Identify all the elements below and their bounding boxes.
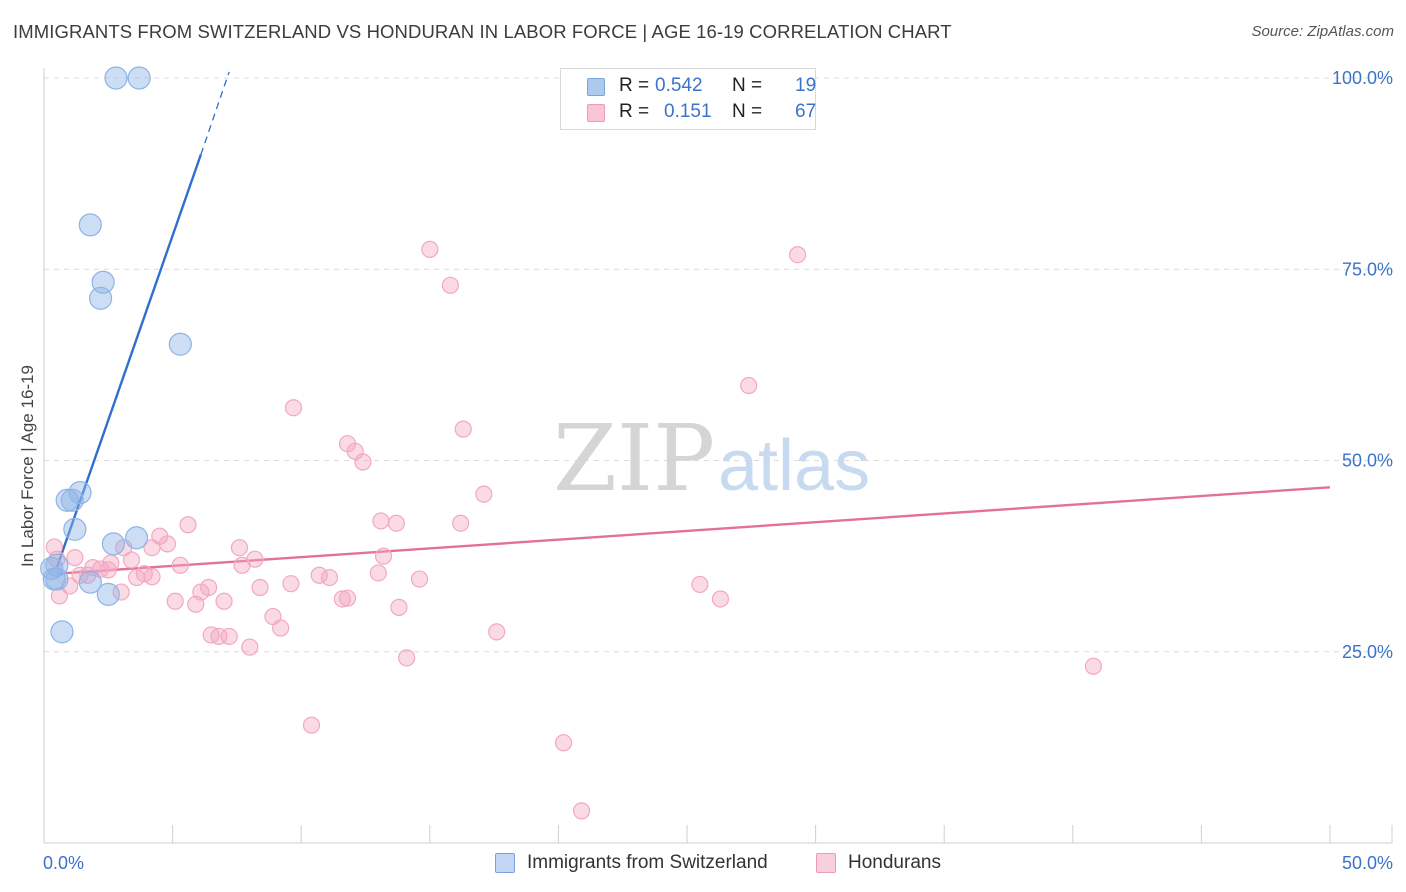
point-hondurans[interactable] bbox=[452, 514, 470, 532]
legend-swatch-switzerland bbox=[587, 78, 605, 96]
legend-n-value: 67 bbox=[795, 101, 817, 122]
point-switzerland[interactable] bbox=[168, 332, 192, 356]
point-switzerland[interactable] bbox=[50, 620, 74, 644]
trend-lines bbox=[55, 71, 1331, 575]
point-switzerland[interactable] bbox=[88, 286, 113, 310]
trend-line-hondurans bbox=[56, 486, 1331, 575]
y-axis-label: In Labor Force | Age 16-19 bbox=[18, 365, 37, 567]
point-hondurans[interactable] bbox=[310, 566, 328, 584]
point-hondurans[interactable] bbox=[284, 399, 303, 417]
point-hondurans[interactable] bbox=[143, 539, 161, 557]
legend-n-label: N = bbox=[732, 75, 763, 96]
x-tick-label: 50.0% bbox=[1342, 853, 1393, 873]
point-hondurans[interactable] bbox=[475, 485, 493, 503]
point-switzerland[interactable] bbox=[96, 582, 120, 606]
point-hondurans[interactable] bbox=[711, 590, 730, 608]
point-hondurans[interactable] bbox=[320, 568, 339, 587]
point-hondurans[interactable] bbox=[410, 570, 429, 588]
point-hondurans[interactable] bbox=[233, 556, 251, 574]
point-switzerland[interactable] bbox=[60, 488, 84, 512]
legend-n-value: 19 bbox=[795, 75, 817, 96]
point-hondurans[interactable] bbox=[338, 589, 357, 607]
point-hondurans[interactable] bbox=[691, 575, 709, 594]
x-tick-label: 0.0% bbox=[43, 853, 84, 873]
point-switzerland[interactable] bbox=[63, 517, 87, 541]
legend-r-value: 0.542 bbox=[655, 75, 703, 96]
point-hondurans[interactable] bbox=[215, 592, 233, 610]
point-hondurans[interactable] bbox=[187, 595, 205, 613]
point-switzerland[interactable] bbox=[101, 532, 126, 556]
bottom-legend-label: Hondurans bbox=[848, 852, 941, 873]
point-switzerland[interactable] bbox=[55, 488, 79, 512]
y-tick-label: 100.0% bbox=[1332, 68, 1393, 88]
point-hondurans[interactable] bbox=[369, 564, 387, 582]
point-hondurans[interactable] bbox=[354, 453, 372, 471]
bottom-swatch-switzerland bbox=[495, 853, 515, 873]
watermark-zip: ZIP bbox=[553, 405, 715, 512]
point-hondurans[interactable] bbox=[220, 627, 238, 646]
point-hondurans[interactable] bbox=[230, 539, 249, 557]
point-hondurans[interactable] bbox=[572, 802, 591, 820]
point-switzerland[interactable] bbox=[124, 526, 149, 550]
point-hondurans[interactable] bbox=[61, 577, 79, 595]
point-hondurans[interactable] bbox=[372, 512, 390, 530]
legend-r-label: R = bbox=[619, 75, 650, 96]
tick-labels: 25.0% 50.0% 75.0% 100.0% 0.0% 50.0% bbox=[43, 68, 1393, 873]
point-hondurans[interactable] bbox=[554, 734, 573, 752]
point-switzerland[interactable] bbox=[78, 570, 102, 594]
trend-line-switzerland bbox=[55, 154, 203, 568]
point-hondurans[interactable] bbox=[374, 547, 393, 565]
point-hondurans[interactable] bbox=[387, 514, 405, 532]
point-hondurans[interactable] bbox=[488, 623, 506, 641]
bottom-legend-label: Immigrants from Switzerland bbox=[527, 852, 768, 873]
y-tick-label: 25.0% bbox=[1342, 642, 1393, 662]
chart-title: IMMIGRANTS FROM SWITZERLAND VS HONDURAN … bbox=[13, 21, 952, 42]
point-hondurans[interactable] bbox=[127, 568, 146, 587]
legend-n-label: N = bbox=[732, 101, 763, 122]
legend-r-label: R = bbox=[619, 101, 650, 122]
point-hondurans[interactable] bbox=[158, 535, 177, 553]
y-tick-label: 50.0% bbox=[1342, 451, 1393, 471]
grid-lines bbox=[44, 77, 1392, 653]
source-credit[interactable]: Source: ZipAtlas.com bbox=[1251, 23, 1394, 40]
point-hondurans[interactable] bbox=[66, 549, 84, 567]
point-hondurans[interactable] bbox=[740, 376, 758, 395]
point-switzerland[interactable] bbox=[45, 567, 69, 591]
point-hondurans[interactable] bbox=[143, 568, 161, 586]
point-hondurans[interactable] bbox=[302, 716, 321, 734]
point-hondurans[interactable] bbox=[166, 592, 184, 610]
watermark-atlas: atlas bbox=[718, 426, 870, 506]
point-hondurans[interactable] bbox=[282, 575, 300, 593]
point-hondurans[interactable] bbox=[179, 516, 197, 534]
point-switzerland[interactable] bbox=[104, 66, 128, 90]
point-hondurans[interactable] bbox=[333, 590, 351, 608]
trend-line-extension-switzerland bbox=[200, 71, 230, 155]
point-switzerland[interactable] bbox=[78, 213, 102, 237]
point-hondurans[interactable] bbox=[171, 556, 189, 574]
legend-r-value: 0.151 bbox=[664, 101, 712, 122]
point-hondurans[interactable] bbox=[398, 649, 416, 667]
point-hondurans[interactable] bbox=[421, 240, 439, 258]
point-hondurans[interactable] bbox=[454, 420, 472, 438]
bottom-swatch-hondurans bbox=[816, 853, 836, 873]
point-hondurans[interactable] bbox=[441, 276, 459, 294]
point-hondurans[interactable] bbox=[1084, 657, 1102, 675]
point-hondurans[interactable] bbox=[272, 619, 290, 637]
point-hondurans[interactable] bbox=[122, 551, 141, 569]
point-hondurans[interactable] bbox=[50, 587, 69, 605]
point-hondurans[interactable] bbox=[788, 246, 807, 264]
correlation-legend: R = 0.542 N = 19 R = 0.151 N = 67 bbox=[560, 68, 816, 130]
legend-swatch-hondurans bbox=[587, 104, 605, 122]
axes bbox=[43, 68, 1393, 844]
point-hondurans[interactable] bbox=[390, 598, 408, 616]
point-switzerland[interactable] bbox=[127, 66, 151, 90]
point-hondurans[interactable] bbox=[241, 638, 259, 656]
y-tick-label: 75.0% bbox=[1342, 259, 1393, 279]
point-hondurans[interactable] bbox=[251, 578, 269, 597]
data-points bbox=[40, 66, 1102, 820]
